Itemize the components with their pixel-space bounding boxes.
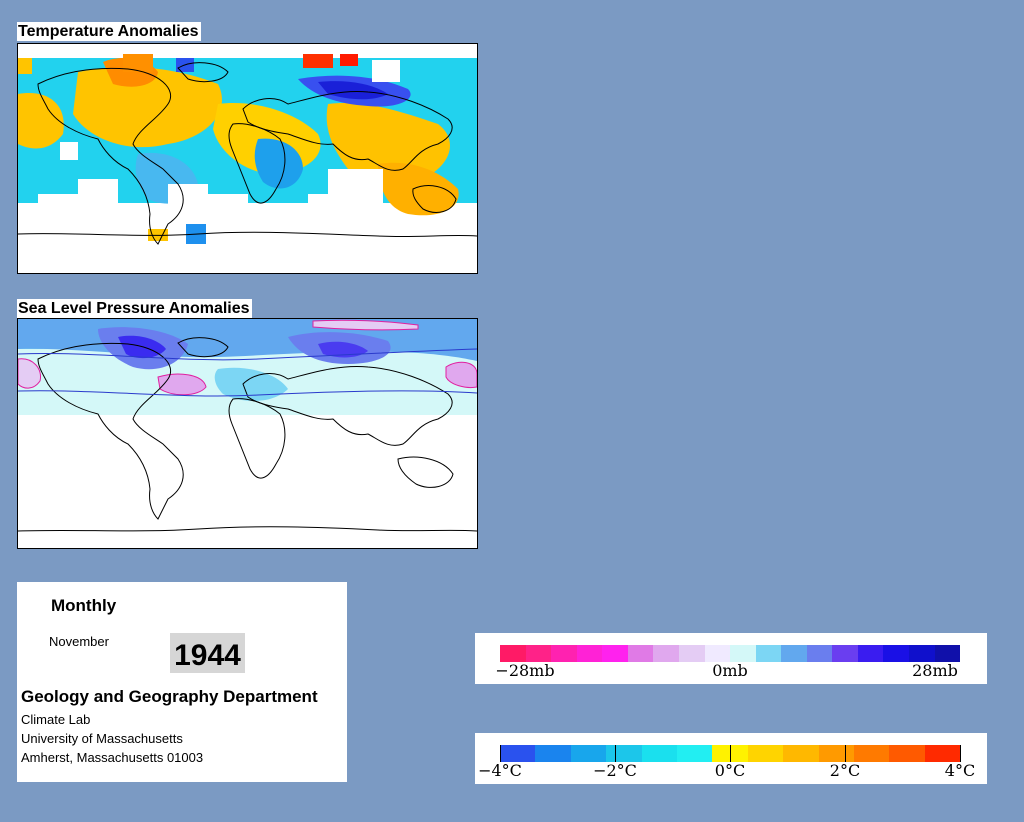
temperature-swatch bbox=[889, 745, 925, 762]
pressure-label-min: −28mb bbox=[495, 661, 555, 680]
temperature-label-4: 4°C bbox=[944, 761, 976, 780]
period-label: Monthly bbox=[51, 596, 117, 615]
pressure-colorbar bbox=[500, 645, 961, 662]
pressure-label-max: 28mb bbox=[912, 661, 958, 680]
temperature-swatch bbox=[853, 745, 890, 762]
temperature-swatch bbox=[783, 745, 819, 762]
pressure-legend: −28mb 0mb 28mb bbox=[475, 633, 987, 684]
temperature-swatch bbox=[500, 745, 536, 762]
temperature-label-2: 2°C bbox=[829, 761, 861, 780]
lab-label: Climate Lab bbox=[21, 712, 91, 727]
pressure-swatch bbox=[627, 645, 654, 662]
year-label: 1944 bbox=[170, 633, 245, 673]
pressure-swatch bbox=[730, 645, 756, 662]
temperature-map-title: Temperature Anomalies bbox=[17, 22, 201, 41]
pressure-map-title: Sea Level Pressure Anomalies bbox=[17, 299, 252, 318]
temperature-swatch bbox=[818, 745, 854, 762]
pressure-swatch bbox=[806, 645, 833, 662]
pressure-swatch bbox=[500, 645, 526, 662]
pressure-swatch bbox=[704, 645, 731, 662]
temperature-label-m4: −4°C bbox=[478, 761, 522, 780]
pressure-swatch bbox=[525, 645, 552, 662]
pressure-swatch bbox=[678, 645, 705, 662]
pressure-swatch bbox=[602, 645, 628, 662]
temperature-anomaly-map bbox=[17, 43, 478, 274]
pressure-swatch bbox=[909, 645, 935, 662]
pressure-label-zero: 0mb bbox=[712, 661, 748, 680]
pressure-anomaly-map bbox=[17, 318, 478, 549]
university-label: University of Massachusetts bbox=[21, 731, 183, 746]
pressure-swatch bbox=[883, 645, 909, 662]
pressure-swatch bbox=[781, 645, 807, 662]
pressure-swatch bbox=[551, 645, 577, 662]
temperature-swatch bbox=[924, 745, 961, 762]
temperature-legend: −4°C −2°C 0°C 2°C 4°C bbox=[475, 733, 987, 784]
pressure-swatch bbox=[857, 645, 884, 662]
address-label: Amherst, Massachusetts 01003 bbox=[21, 750, 204, 765]
info-panel: Monthly November 1944 Geology and Geogra… bbox=[17, 582, 347, 782]
temperature-swatch bbox=[747, 745, 784, 762]
pressure-swatch bbox=[934, 645, 961, 662]
pressure-swatch bbox=[832, 645, 858, 662]
temperature-swatch bbox=[570, 745, 607, 762]
pressure-swatch bbox=[576, 645, 603, 662]
temperature-swatch bbox=[676, 745, 713, 762]
temperature-label-0: 0°C bbox=[714, 761, 746, 780]
pressure-swatch bbox=[653, 645, 679, 662]
temperature-swatch bbox=[535, 745, 571, 762]
department-label: Geology and Geography Department bbox=[21, 687, 318, 706]
temperature-swatch bbox=[641, 745, 677, 762]
month-label: November bbox=[49, 634, 109, 649]
pressure-swatch bbox=[755, 645, 782, 662]
temperature-swatch bbox=[606, 745, 642, 762]
temperature-label-m2: −2°C bbox=[593, 761, 637, 780]
